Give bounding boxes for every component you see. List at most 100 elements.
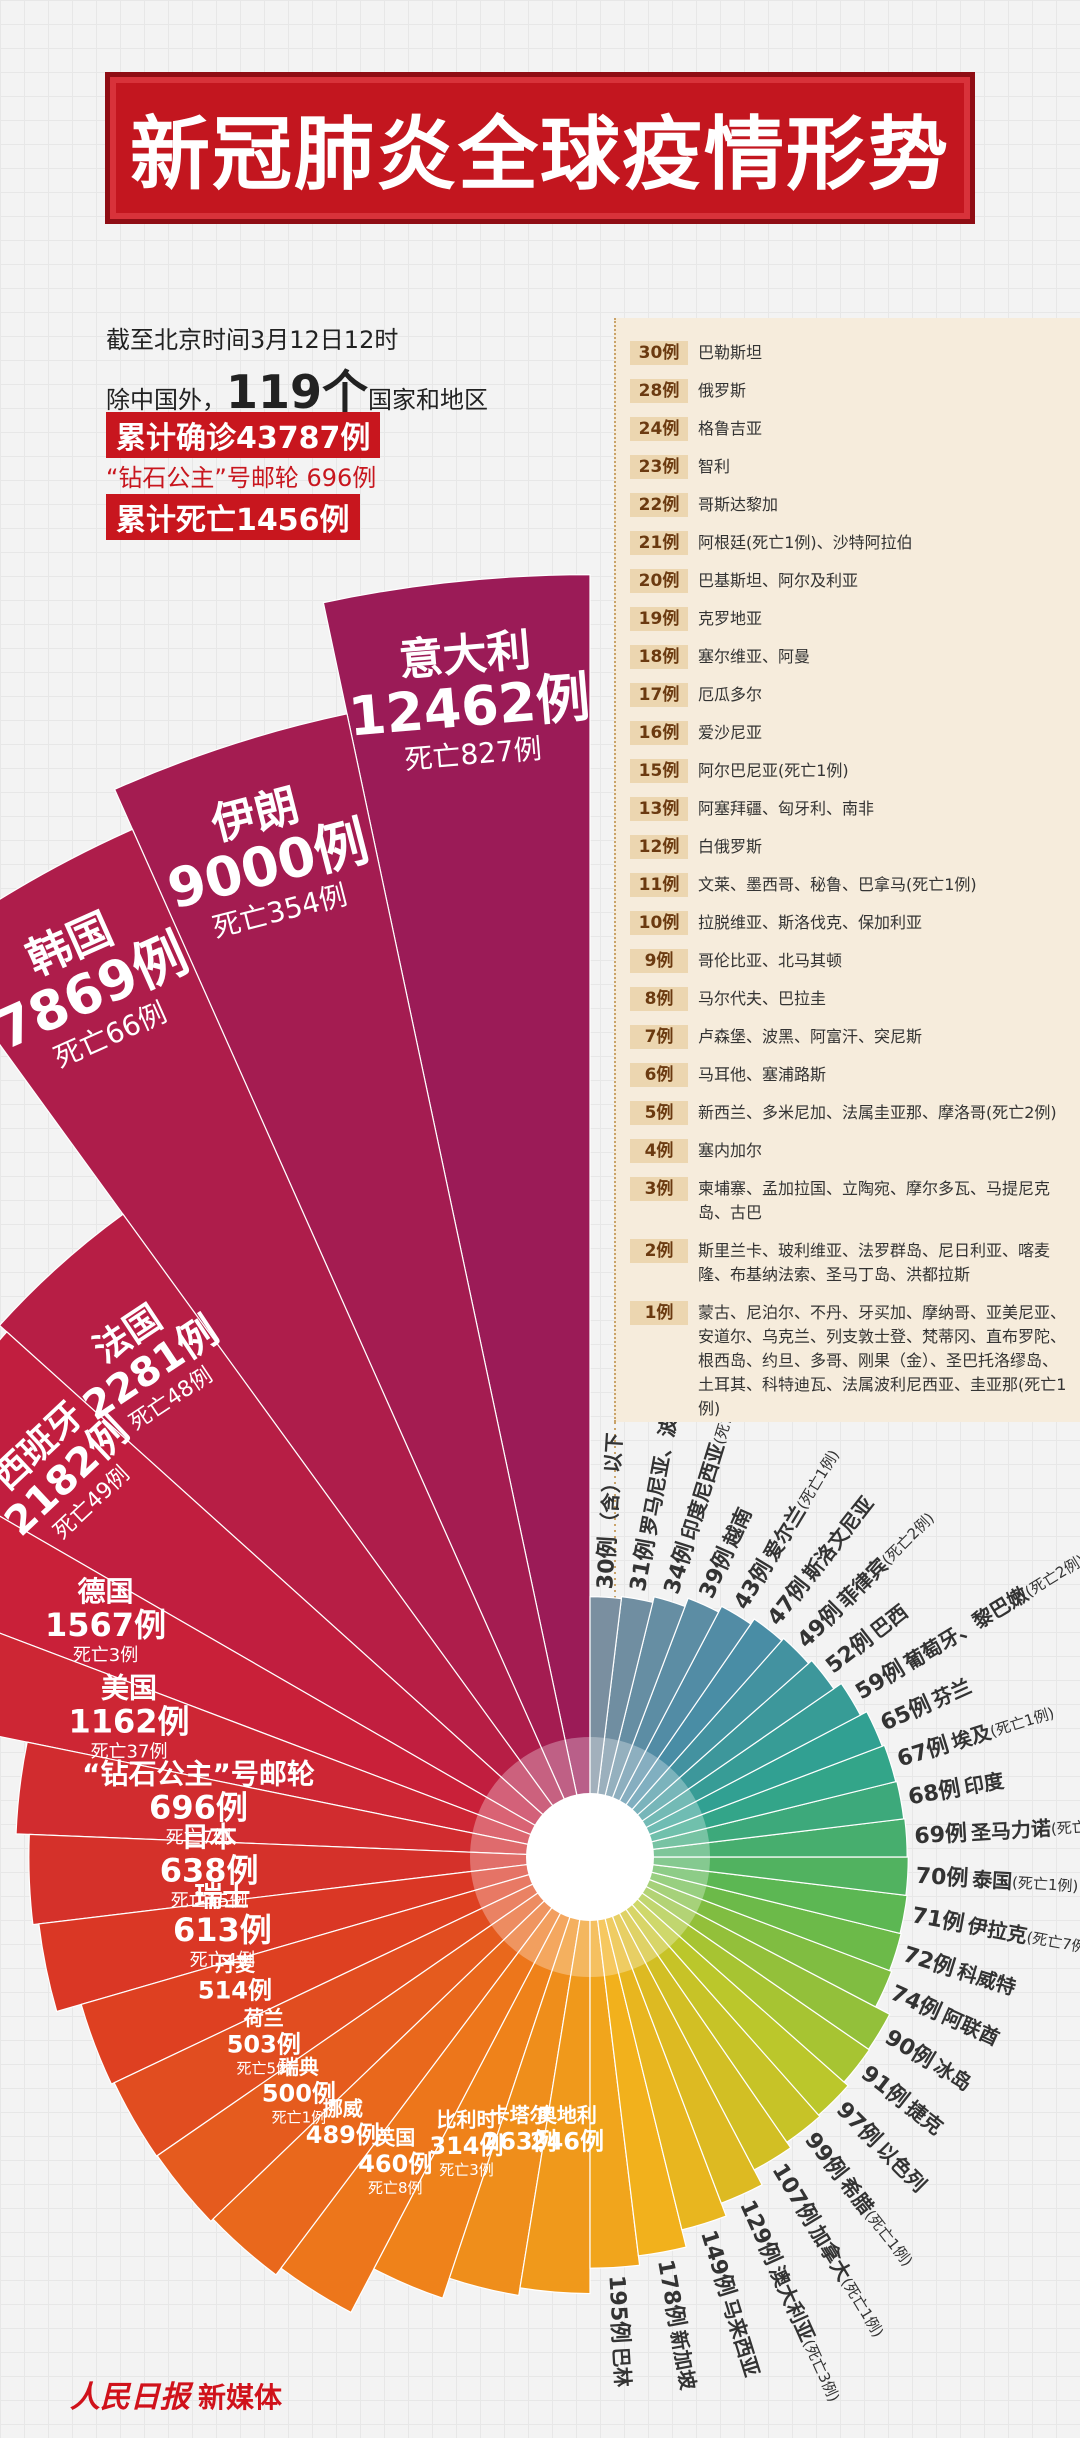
list-row: 5例 新西兰、多米尼加、法属圭亚那、摩洛哥(死亡2例) [616,1094,1080,1132]
death-label: (死亡2例) [878,1509,938,1569]
death-label: 死亡8例 [368,2179,423,2197]
category-label: 巴林 [609,2346,635,2387]
list-countries: 智利 [698,457,731,476]
value-label: 1567例 [45,1606,166,1644]
list-countries: 拉脱维亚、斯洛伐克、保加利亚 [698,913,923,932]
category-label: 伊拉克 [965,1913,1029,1948]
wedge [212,1856,591,2276]
value-label: 503例 [227,2030,301,2058]
value-label: 500例 [262,2080,336,2108]
wedge [589,1605,752,1858]
list-countries: 文莱、墨西哥、秘鲁、巴拿马(死亡1例) [698,875,977,894]
brand: 新媒体 [198,2381,283,2414]
category-label: 印度尼西亚 [676,1440,729,1543]
list-count: 12例 [630,835,688,859]
as-of: 截至北京时间3月12日12时 [106,326,399,354]
footer: 人民日报 新媒体 [70,2372,282,2416]
death-label: 死亡15例 [171,1890,248,1911]
wedge [156,1856,591,2223]
category-label: 澳大利亚 [765,2262,820,2345]
title: 新冠肺炎全球疫情形势 [130,108,950,201]
list-count: 20例 [630,569,688,593]
death-label: (死亡1例) [862,2206,917,2269]
small-country-list: 30例 巴勒斯坦 28例 俄罗斯 24例 格鲁吉亚 23例 智利 22例 哥斯达黎加 21例 阿根廷(… [614,318,1080,1422]
death-label: 死亡37例 [91,1741,168,1762]
list-countries: 厄瓜多尔 [698,685,763,704]
value-label: 129例 [734,2197,785,2269]
wedge [28,1833,591,1926]
value-label: 72例 [900,1942,958,1982]
value-label: 149例 [695,2227,739,2299]
list-countries: 俄罗斯 [698,381,747,400]
death-label: 死亡4例 [190,1950,255,1971]
confirmed: 累计确诊43787例 [106,412,381,458]
list-count: 11例 [630,873,688,897]
list-row: 19例 克罗地亚 [616,600,1080,638]
list-row: 18例 塞尔维亚、阿曼 [616,638,1080,676]
list-count: 2例 [630,1239,688,1263]
value-label: 97例 [831,2097,886,2152]
wedge [589,1682,862,1858]
value-label: 70例 [915,1864,969,1892]
list-row: 4例 塞内加尔 [616,1132,1080,1170]
list-countries: 巴基斯坦、阿尔及利亚 [698,571,859,590]
category-label: 英国 [375,2125,415,2149]
value-label: 65例 [877,1692,935,1736]
wedge [589,1856,821,2144]
value-label: 107例 [767,2159,824,2230]
value-label: 30例 [593,1536,621,1590]
value-label: 68例 [906,1776,962,1810]
wedge [373,1856,591,2299]
country-count-line: 除中国外，119个国家和地区 [106,356,488,422]
wedge [448,1856,591,2297]
category-label: 日本 [181,1820,237,1853]
category-label: 捷克 [902,2096,948,2140]
list-count: 17例 [630,683,688,707]
list-countries: 塞内加尔 [698,1141,763,1160]
wedge [589,1856,902,1972]
wedge [589,1856,871,2083]
value-label: 31例 [626,1537,660,1593]
wedge [38,1856,591,2013]
category-label: 丹麦 [215,1952,256,1976]
death-label: (死亡1例) [988,1703,1057,1740]
category-label: 美国 [101,1671,157,1704]
category-label: 巴西 [866,1599,912,1643]
list-count: 22例 [630,493,688,517]
list-count: 13例 [630,797,688,821]
category-label: 新加坡 [666,2328,701,2392]
value-label: 489例 [306,2121,380,2149]
outer-label: 70例 泰国(死亡1例) [915,1863,1079,1898]
wedge [589,1659,835,1858]
category-label: 冰岛 [930,2054,977,2095]
value-label: 246例 [530,2128,604,2156]
list-row: 9例 哥伦比亚、北马其顿 [616,942,1080,980]
list-row: 16例 爱沙尼亚 [616,714,1080,752]
wedges [0,573,909,2314]
category-label: 印度 [962,1768,1007,1799]
list-count: 23例 [630,455,688,479]
list-countries: 阿塞拜疆、匈牙利、南非 [698,799,875,818]
wedge [589,1856,727,2231]
list-count: 24例 [630,417,688,441]
death-label: 死亡7例 [166,1827,231,1848]
wedge [589,1856,909,1897]
list-row: 17例 厄瓜多尔 [616,676,1080,714]
wedge [589,1618,783,1858]
suffix: 国家和地区 [368,386,489,414]
logo: 人民日报 [70,2380,190,2415]
value-label: 99例 [799,2128,851,2185]
list-countries: 塞尔维亚、阿曼 [698,647,811,666]
value-label: 74例 [887,1981,945,2025]
wedge [0,1213,591,1858]
category-label: 葡萄牙、黎巴嫩 [899,1581,1033,1675]
list-row: 8例 马尔代夫、巴拉圭 [616,980,1080,1018]
category-label: 德国 [78,1575,134,1608]
value-label: 71例 [910,1903,966,1937]
